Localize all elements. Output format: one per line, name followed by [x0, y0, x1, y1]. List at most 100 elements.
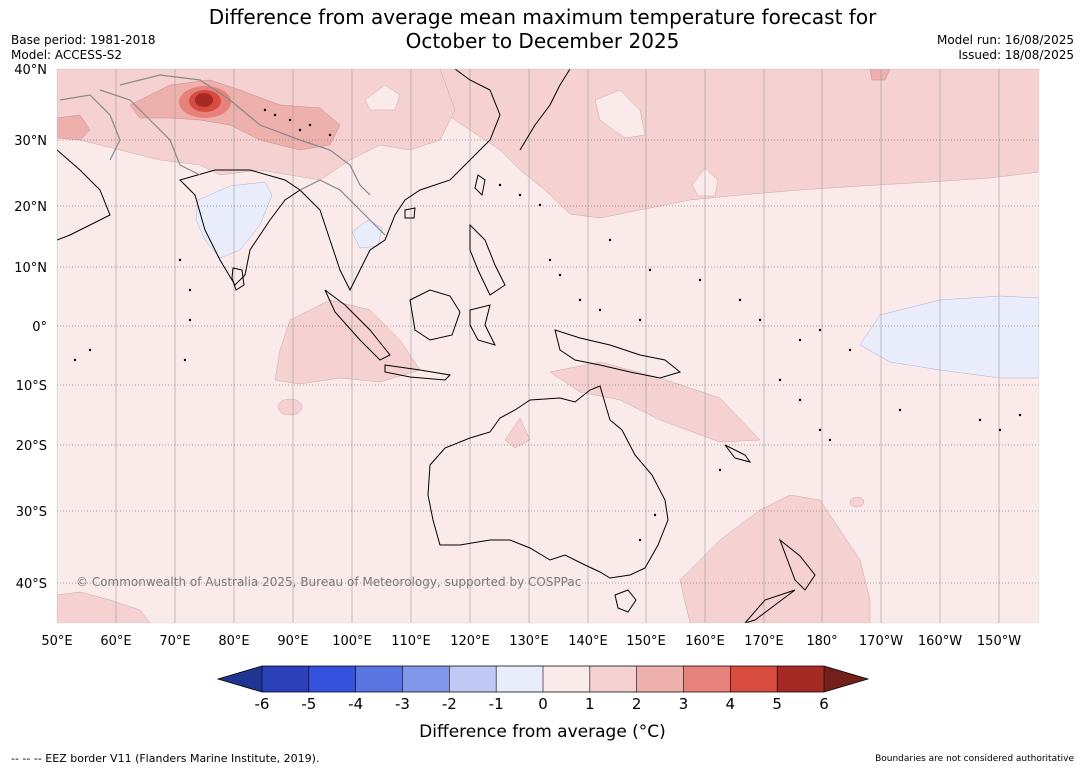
colorbar-tick-label: -5 — [301, 695, 316, 713]
coastline-new-zealand-south — [744, 589, 796, 623]
model-name: Model: ACCESS-S2 — [11, 48, 123, 62]
colorbar-tick-label: -3 — [395, 695, 410, 713]
lat-label: 20°S — [16, 439, 47, 454]
border-indochina — [299, 179, 386, 236]
border-southwest-asia — [59, 94, 121, 161]
anomaly-region-small-2 — [849, 496, 865, 508]
coastline-tasmania — [614, 589, 637, 613]
colorbar-segment — [308, 666, 357, 692]
colorbar-tick-label: 3 — [679, 695, 689, 713]
island-dot — [183, 358, 187, 362]
colorbar: -6 -5 -4 -3 -2 -1 0 1 2 3 4 5 6 — [216, 665, 870, 713]
island-dot — [778, 378, 782, 382]
island-dot — [798, 398, 802, 402]
anomaly-region-persia — [57, 114, 91, 141]
title-line-2: October to December 2025 — [405, 29, 680, 53]
colorbar-tick-label: 1 — [585, 695, 595, 713]
colorbar-extend-low — [218, 666, 262, 692]
coastline-sulawesi — [469, 304, 496, 346]
colorbar-tick-label: 0 — [538, 695, 548, 713]
island-dot — [798, 338, 802, 342]
lat-label: 0° — [32, 320, 47, 335]
colorbar-tick-label: -1 — [489, 695, 504, 713]
border-china — [119, 74, 371, 196]
colorbar-extend-high — [824, 666, 868, 692]
anomaly-negative-pacific — [859, 295, 1039, 379]
colorbar-tick-label: 4 — [726, 695, 736, 713]
map-title: Difference from average mean maximum tem… — [0, 5, 1085, 53]
island-dot — [288, 118, 292, 122]
island-dot — [188, 288, 192, 292]
lat-label: 20°N — [14, 200, 47, 215]
island-dot — [998, 428, 1002, 432]
island-dot — [828, 438, 832, 442]
coastline-hainan — [404, 207, 416, 219]
colorbar-segment — [496, 666, 544, 692]
base-period: Base period: 1981-2018 — [11, 33, 156, 47]
colorbar-segment — [636, 666, 684, 692]
island-dot — [298, 128, 302, 132]
lon-label: 110°E — [391, 634, 431, 649]
title-line-1: Difference from average mean maximum tem… — [208, 5, 877, 29]
anomaly-region-dateline — [869, 69, 891, 81]
lon-label: 50°E — [41, 634, 72, 649]
anomaly-region-tasman — [679, 494, 871, 623]
model-run: Model run: 16/08/2025 — [936, 33, 1074, 47]
coastline-arabia — [57, 149, 111, 241]
issued-date: Issued: 18/08/2025 — [958, 48, 1074, 62]
colorbar-segment — [449, 666, 497, 692]
lat-label: 10°S — [16, 379, 47, 394]
colorbar-tick-label: 2 — [632, 695, 642, 713]
island-dot — [638, 318, 642, 322]
longitude-labels: 50°E 60°E 70°E 80°E 90°E 100°E 110°E 120°E 130°E… — [41, 634, 1021, 649]
colorbar-segment — [543, 666, 591, 692]
coastline-southeast-asia — [299, 69, 501, 292]
coastline-australia — [427, 385, 669, 579]
colorbar-segment — [355, 666, 403, 692]
colorbar-tick-label: -2 — [442, 695, 457, 713]
coastlines — [57, 69, 816, 623]
graticule — [57, 69, 1039, 623]
boundaries-disclaimer: Boundaries are not considered authoritat… — [875, 754, 1074, 764]
map-frame — [56, 68, 1040, 624]
island-dot — [73, 358, 77, 362]
lon-label: 130°E — [509, 634, 549, 649]
island-dot — [978, 418, 982, 422]
map-body: © Commonwealth of Australia 2025, Bureau… — [57, 69, 1039, 623]
coastline-new-caledonia — [724, 444, 752, 463]
border-west-asia — [99, 89, 201, 176]
colorbar-segment — [402, 666, 450, 692]
coastline-new-zealand-north — [778, 538, 816, 591]
island-dot — [1018, 413, 1022, 417]
anomaly-region-coral-sea — [549, 361, 761, 443]
island-dot — [498, 183, 502, 187]
island-dot — [263, 108, 267, 112]
island-dot — [548, 258, 552, 262]
island-dot — [598, 308, 602, 312]
lat-label: 40°N — [14, 63, 47, 78]
island-dot — [558, 273, 562, 277]
eez-border-note: -- -- -- EEZ border V11 (Flanders Marine… — [11, 752, 320, 765]
lon-label: 170°E — [744, 634, 784, 649]
colorbar-tick-label: 6 — [819, 695, 829, 713]
island-dot — [578, 298, 582, 302]
colorbar-segment — [262, 666, 310, 692]
meta-right: Model run: 16/08/2025 Issued: 18/08/2025 — [937, 33, 1074, 63]
island-dot — [273, 113, 277, 117]
lon-label: 140°E — [568, 634, 608, 649]
island-dot — [538, 203, 542, 207]
lon-label: 80°E — [218, 634, 249, 649]
island-dot — [328, 133, 332, 137]
country-borders — [59, 74, 386, 236]
lon-label: 90°E — [277, 634, 308, 649]
latitude-labels: 40°N 30°N 20°N 10°N 0° 10°S 20°S 30°S 40°S — [14, 63, 47, 592]
copyright-text: © Commonwealth of Australia 2025, Bureau… — [76, 575, 581, 589]
colorbar-tick-label: -6 — [255, 695, 270, 713]
colorbar-segment — [683, 666, 731, 692]
coastline-sri-lanka — [231, 267, 245, 291]
island-dot — [718, 468, 722, 472]
coastline-java — [384, 364, 452, 381]
colorbar-tick-label: 5 — [772, 695, 782, 713]
island-dot — [638, 538, 642, 542]
